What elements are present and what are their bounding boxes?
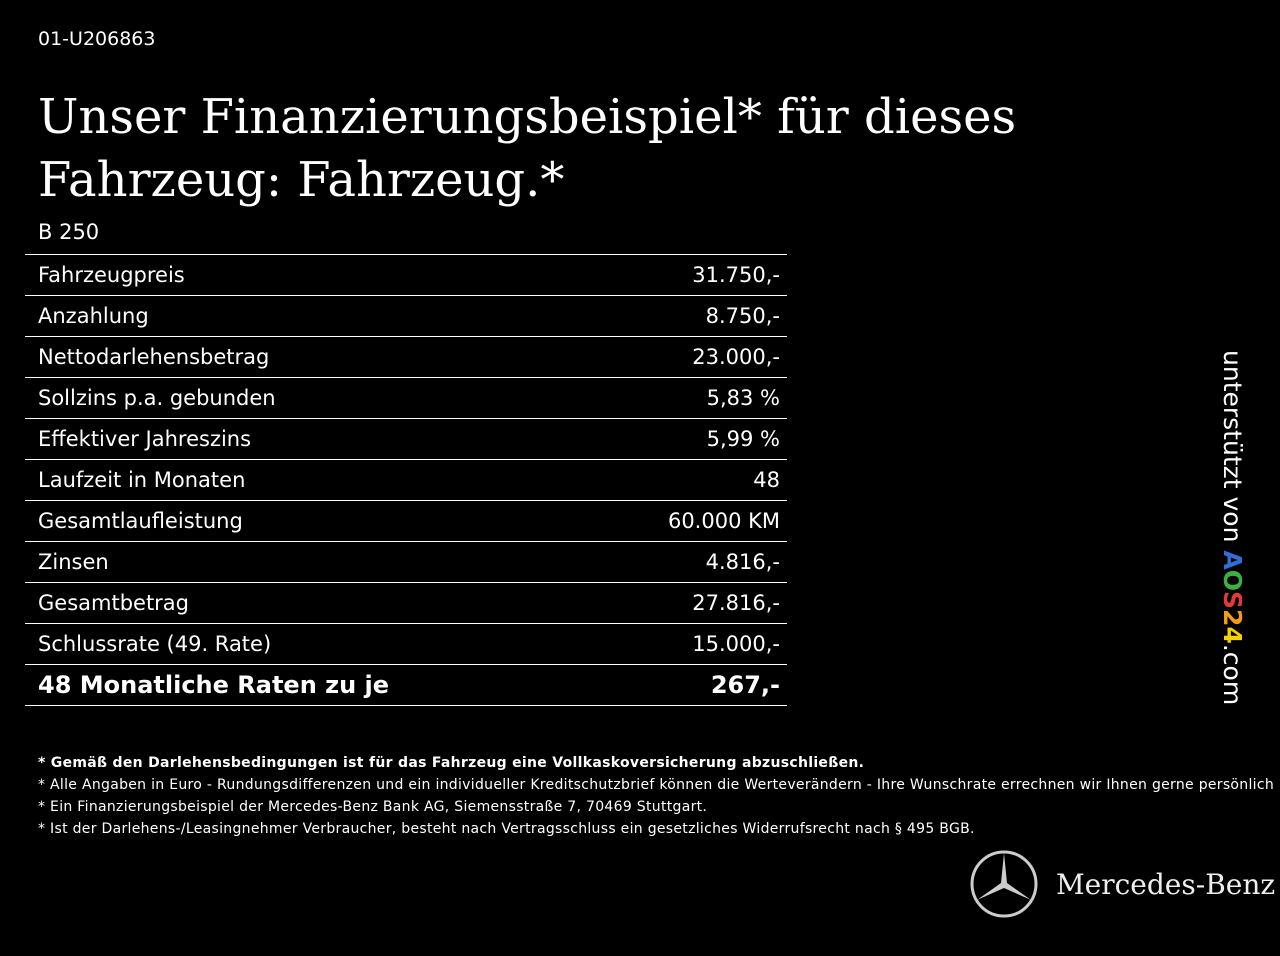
row-value: 23.000,- — [587, 336, 787, 378]
footnotes: * Gemäß den Darlehensbedingungen ist für… — [38, 752, 1274, 840]
row-label: Gesamtbetrag — [25, 582, 587, 624]
footnote: * Gemäß den Darlehensbedingungen ist für… — [38, 755, 865, 771]
logo-letter: A — [1218, 550, 1247, 570]
footnote: * Ist der Darlehens-/Leasingnehmer Verbr… — [38, 821, 975, 837]
total-row: 48 Monatliche Raten zu je 267,- — [25, 664, 787, 706]
row-value: 5,83 % — [587, 377, 787, 419]
row-label: Anzahlung — [25, 295, 587, 337]
row-value: 5,99 % — [587, 418, 787, 460]
table-row: Fahrzeugpreis 31.750,- — [25, 254, 787, 296]
table-row: Nettodarlehensbetrag 23.000,- — [25, 336, 787, 378]
table-row: Anzahlung 8.750,- — [25, 295, 787, 337]
row-value: 31.750,- — [587, 254, 787, 296]
table-row: Schlussrate (49. Rate) 15.000,- — [25, 623, 787, 665]
brand-name: Mercedes-Benz — [1056, 867, 1276, 901]
row-label: Nettodarlehensbetrag — [25, 336, 587, 378]
row-label: Effektiver Jahreszins — [25, 418, 587, 460]
row-label: Schlussrate (49. Rate) — [25, 623, 587, 665]
row-label: Laufzeit in Monaten — [25, 459, 587, 501]
table-row: Zinsen 4.816,- — [25, 541, 787, 583]
side-suffix: .com — [1218, 643, 1247, 706]
mercedes-logo: Mercedes-Benz — [968, 848, 1275, 920]
row-label: Sollzins p.a. gebunden — [25, 377, 587, 419]
aos24-badge: unterstützt von AOS24.com — [1218, 350, 1247, 705]
mercedes-star-icon — [970, 850, 1038, 918]
table-row: Sollzins p.a. gebunden 5,83 % — [25, 377, 787, 419]
row-label: Fahrzeugpreis — [25, 254, 587, 296]
row-value: 4.816,- — [587, 541, 787, 583]
footnote: * Ein Finanzierungsbeispiel der Mercedes… — [38, 799, 708, 815]
row-value: 15.000,- — [587, 623, 787, 665]
logo-letter: 4 — [1218, 626, 1247, 644]
table-row: Gesamtbetrag 27.816,- — [25, 582, 787, 624]
financing-table: Fahrzeugpreis 31.750,- Anzahlung 8.750,- Net… — [25, 254, 787, 706]
row-value: 27.816,- — [587, 582, 787, 624]
row-label: 48 Monatliche Raten zu je — [25, 664, 587, 706]
logo-letter: O — [1218, 569, 1247, 592]
logo-letter: 2 — [1218, 609, 1247, 627]
row-value: 8.750,- — [587, 295, 787, 337]
logo-letter: S — [1218, 591, 1247, 610]
row-value: 60.000 KM — [587, 500, 787, 542]
row-value: 48 — [587, 459, 787, 501]
row-value: 267,- — [587, 664, 787, 706]
table-row: Gesamtlaufleistung 60.000 KM — [25, 500, 787, 542]
side-prefix: unterstützt von — [1218, 350, 1247, 551]
vehicle-id: 01-U206863 — [38, 28, 156, 50]
footnote: * Alle Angaben in Euro - Rundungsdiffere… — [38, 777, 1275, 793]
table-row: Laufzeit in Monaten 48 — [25, 459, 787, 501]
row-label: Gesamtlaufleistung — [25, 500, 587, 542]
row-label: Zinsen — [25, 541, 587, 583]
page-title: Unser Finanzierungsbeispiel* für dieses … — [38, 89, 1017, 208]
aos24-logo: AOS24 — [1218, 550, 1247, 643]
model-name: B 250 — [38, 220, 100, 244]
table-row: Effektiver Jahreszins 5,99 % — [25, 418, 787, 460]
